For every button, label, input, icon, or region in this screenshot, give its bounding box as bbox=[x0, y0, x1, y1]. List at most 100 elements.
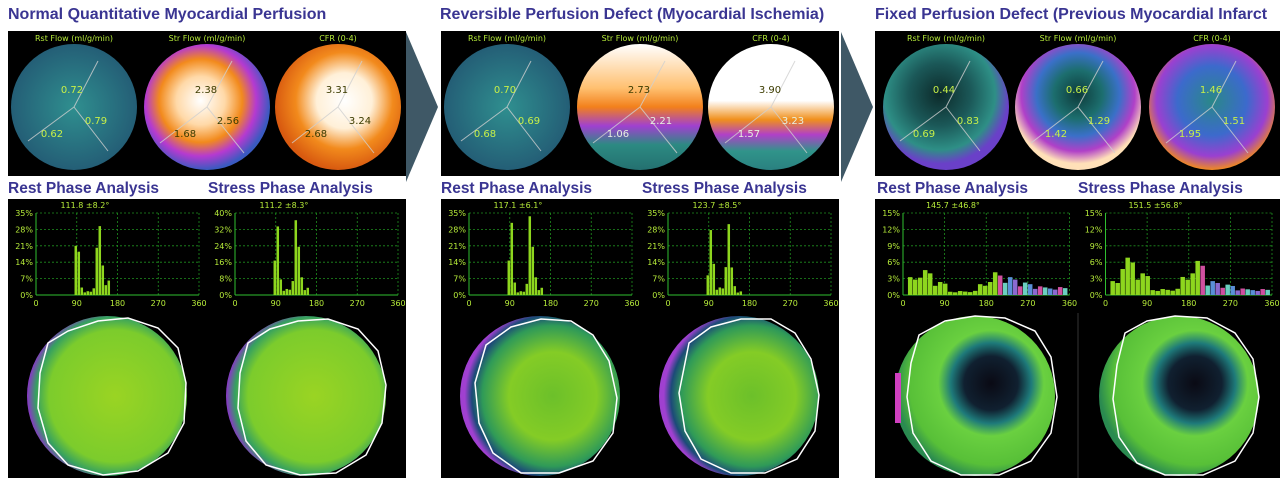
map-value: 2.21 bbox=[650, 116, 672, 127]
histogram-bar bbox=[83, 292, 87, 295]
x-tick-label: 180 bbox=[110, 299, 125, 308]
histogram-bar bbox=[1230, 285, 1235, 295]
histogram-bar bbox=[516, 292, 520, 295]
histogram-bar bbox=[715, 289, 719, 295]
histogram-bar bbox=[528, 216, 532, 295]
polar-maps-panel-ischemia: Rst Flow (ml/g/min) Str Flow (ml/g/min) … bbox=[441, 31, 839, 176]
x-tick-label: 270 bbox=[1020, 299, 1035, 308]
map-value: 3.90 bbox=[759, 85, 781, 96]
histogram-bar bbox=[1240, 288, 1245, 295]
y-tick-label: 14% bbox=[647, 258, 665, 267]
map-label: Rst Flow (ml/g/min) bbox=[907, 34, 985, 43]
x-tick-label: 90 bbox=[704, 299, 714, 308]
histogram-bar bbox=[952, 292, 958, 295]
y-tick-label: 15% bbox=[882, 209, 900, 218]
histogram-bar bbox=[727, 224, 731, 295]
map-value: 2.56 bbox=[217, 116, 239, 127]
histogram-bar bbox=[1052, 289, 1058, 295]
x-tick-label: 90 bbox=[271, 299, 281, 308]
phase-map-stress bbox=[226, 316, 386, 476]
y-tick-label: 28% bbox=[15, 225, 33, 234]
histogram-bar bbox=[724, 267, 728, 295]
x-tick-label: 0 bbox=[33, 299, 38, 308]
histogram-bar bbox=[74, 245, 78, 295]
histogram-bar bbox=[992, 272, 998, 295]
histogram-bar bbox=[537, 290, 541, 295]
histogram-bar bbox=[1245, 289, 1250, 295]
map-value: 3.23 bbox=[782, 116, 804, 127]
map-label: CFR (0-4) bbox=[319, 34, 357, 43]
histogram-bar bbox=[739, 291, 743, 295]
map-value: 1.68 bbox=[174, 129, 196, 140]
histogram-bar bbox=[1037, 286, 1043, 295]
y-tick-label: 0% bbox=[1090, 291, 1103, 300]
histogram-bar bbox=[1180, 276, 1185, 295]
y-tick-label: 7% bbox=[652, 275, 665, 284]
histogram-bar bbox=[507, 260, 511, 295]
histogram-bar bbox=[1022, 282, 1028, 295]
y-tick-label: 35% bbox=[448, 209, 466, 218]
histogram-bar bbox=[98, 226, 102, 295]
histogram-bar bbox=[303, 290, 307, 295]
histogram-bar bbox=[1130, 262, 1135, 295]
histogram-bar bbox=[967, 292, 973, 295]
histogram-bar bbox=[1220, 287, 1225, 295]
section-title-ischemia: Reversible Perfusion Defect (Myocardial … bbox=[440, 6, 825, 23]
phase-stat-label: 151.5 ±56.8° bbox=[1128, 201, 1182, 210]
map-value: 0.79 bbox=[85, 116, 107, 127]
map-value: 2.38 bbox=[195, 85, 217, 96]
histogram-bar bbox=[1140, 273, 1145, 295]
histogram-bar bbox=[519, 291, 523, 295]
histogram-bar bbox=[1007, 277, 1013, 295]
histogram-bar bbox=[1225, 284, 1230, 295]
histogram-bar bbox=[1110, 281, 1115, 295]
histogram-bar bbox=[279, 279, 283, 295]
map-value: 0.68 bbox=[474, 129, 496, 140]
rest-phase-heading: Rest Phase Analysis bbox=[441, 180, 593, 197]
histogram-bar bbox=[300, 277, 304, 295]
map-value: 1.29 bbox=[1088, 116, 1110, 127]
phase-stat-label: 123.7 ±8.5° bbox=[692, 201, 741, 210]
y-tick-label: 0% bbox=[887, 291, 900, 300]
y-tick-label: 12% bbox=[882, 225, 900, 234]
histogram-bar bbox=[101, 265, 105, 295]
histogram-bar bbox=[712, 263, 716, 295]
phase-histograms-normal: 35% 28% 21% 14% 7% 0% 0 90 180 270 360 111.8 ±8.2° 4… bbox=[8, 199, 406, 313]
y-tick-label: 35% bbox=[647, 209, 665, 218]
polar-maps-panel-infarct: Rst Flow (ml/g/min) Str Flow (ml/g/min) … bbox=[875, 31, 1280, 176]
y-tick-label: 8% bbox=[219, 275, 232, 284]
x-tick-label: 180 bbox=[742, 299, 757, 308]
histogram-bar bbox=[1125, 257, 1130, 295]
histogram-bar bbox=[522, 291, 526, 295]
phase-polar-maps-infarct bbox=[875, 313, 1280, 478]
histogram-bar bbox=[917, 277, 923, 295]
y-tick-label: 0% bbox=[219, 291, 232, 300]
stress-phase-heading: Stress Phase Analysis bbox=[642, 180, 807, 197]
y-tick-label: 40% bbox=[214, 209, 232, 218]
histogram-bar bbox=[1012, 279, 1018, 295]
y-tick-label: 7% bbox=[453, 275, 466, 284]
histogram-bar bbox=[721, 288, 725, 295]
y-tick-label: 0% bbox=[652, 291, 665, 300]
y-tick-label: 7% bbox=[20, 275, 33, 284]
phase-polar-maps-ischemia bbox=[441, 313, 839, 478]
histogram-bar bbox=[92, 288, 96, 295]
rest-phase-heading: Rest Phase Analysis bbox=[877, 180, 1029, 197]
histogram-bar bbox=[718, 287, 722, 295]
histogram-bar bbox=[1145, 276, 1150, 295]
y-tick-label: 32% bbox=[214, 225, 232, 234]
map-value: 1.42 bbox=[1045, 129, 1067, 140]
histogram-bar bbox=[1195, 260, 1200, 295]
map-value: 0.44 bbox=[933, 85, 955, 96]
map-value: 1.57 bbox=[738, 129, 760, 140]
x-tick-label: 0 bbox=[232, 299, 237, 308]
histogram-bar bbox=[1250, 290, 1255, 295]
x-tick-label: 180 bbox=[1181, 299, 1196, 308]
rest-histogram: 15% 12% 9% 6% 3% 0%0 90 180 270 360 145.7 ±46.8° bbox=[882, 201, 1077, 308]
rest-phase-heading: Rest Phase Analysis bbox=[8, 180, 160, 197]
map-value: 0.72 bbox=[61, 85, 83, 96]
histogram-bar bbox=[1155, 290, 1160, 295]
histogram-bar bbox=[510, 222, 514, 295]
y-tick-label: 35% bbox=[15, 209, 33, 218]
histogram-bar bbox=[1265, 289, 1270, 295]
